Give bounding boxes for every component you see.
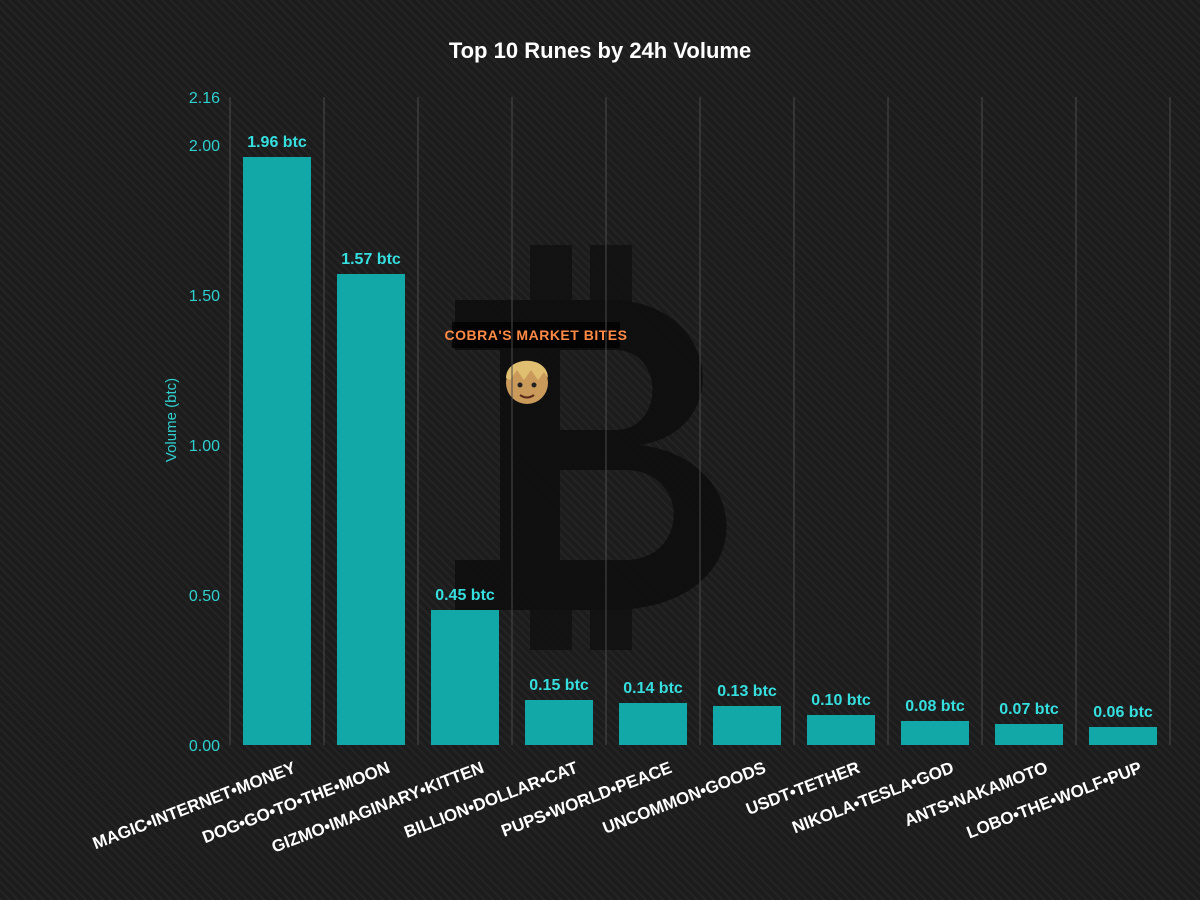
bar xyxy=(901,721,969,745)
x-tick-label: LOBO•THE•WOLF•PUP xyxy=(964,758,1144,842)
data-label: 0.15 btc xyxy=(529,677,589,694)
brand-watermark: COBRA'S MARKET BITES xyxy=(445,322,628,404)
bar xyxy=(995,724,1063,745)
y-tick-label: 1.00 xyxy=(189,438,220,455)
y-tick-label: 0.00 xyxy=(189,738,220,755)
bar xyxy=(807,715,875,745)
data-label: 0.45 btc xyxy=(435,587,495,604)
y-axis-ticks: 0.00 0.50 1.00 1.50 2.00 2.16 xyxy=(189,90,220,755)
bar xyxy=(337,274,405,745)
y-tick-label: 1.50 xyxy=(189,288,220,305)
data-labels: 1.96 btc 1.57 btc 0.45 btc 0.15 btc 0.14 btc… xyxy=(247,134,1153,721)
bar xyxy=(431,610,499,745)
data-label: 0.13 btc xyxy=(717,683,777,700)
bar xyxy=(525,700,593,745)
data-label: 0.08 btc xyxy=(905,698,965,715)
data-label: 0.14 btc xyxy=(623,680,683,697)
x-axis-ticks: MAGIC•INTERNET•MONEYDOG•GO•TO•THE•MOONGI… xyxy=(90,758,1144,857)
data-label: 0.10 btc xyxy=(811,692,871,709)
bar xyxy=(1089,727,1157,745)
x-tick-label: UNCOMMON•GOODS xyxy=(600,758,768,838)
bar xyxy=(243,157,311,745)
x-tick-label: PUPS•WORLD•PEACE xyxy=(499,758,675,841)
data-label: 1.57 btc xyxy=(341,251,401,268)
x-tick-label: BILLION•DOLLAR•CAT xyxy=(401,758,581,842)
data-label: 0.06 btc xyxy=(1093,704,1153,721)
avatar-icon xyxy=(506,360,548,404)
y-tick-label: 2.00 xyxy=(189,138,220,155)
grid-lines xyxy=(229,97,1171,745)
bar xyxy=(713,706,781,745)
y-axis-label: Volume (btc) xyxy=(163,378,180,462)
y-tick-label: 2.16 xyxy=(189,90,220,107)
data-label: 1.96 btc xyxy=(247,134,307,151)
x-tick-label: NIKOLA•TESLA•GOD xyxy=(790,758,957,837)
bars xyxy=(243,157,1157,745)
chart-title: Top 10 Runes by 24h Volume xyxy=(449,38,751,63)
y-tick-label: 0.50 xyxy=(189,588,220,605)
bar xyxy=(619,703,687,745)
data-label: 0.07 btc xyxy=(999,701,1059,718)
bitcoin-logo-icon xyxy=(455,245,727,650)
brand-text: COBRA'S MARKET BITES xyxy=(445,327,628,343)
